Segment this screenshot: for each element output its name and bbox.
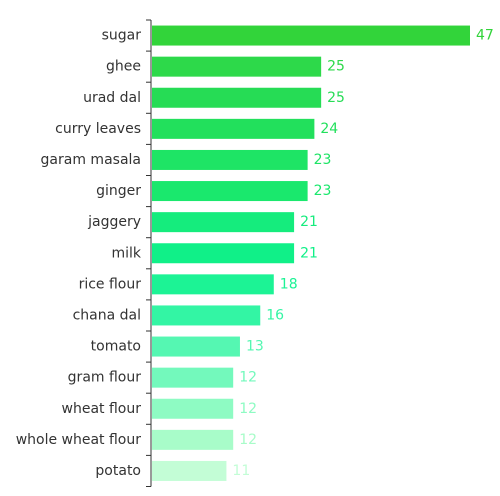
y-axis bbox=[146, 19, 152, 487]
value-label: 21 bbox=[300, 245, 318, 261]
bar-wheat-flour bbox=[152, 398, 234, 419]
category-label: rice flour bbox=[79, 276, 142, 292]
labels: sugar 47 ghee 25 urad dal 25 curry leaves 24 gar… bbox=[16, 28, 494, 479]
category-label: milk bbox=[111, 245, 141, 261]
value-label: 25 bbox=[327, 59, 345, 75]
category-label: urad dal bbox=[83, 90, 141, 106]
category-label: chana dal bbox=[73, 307, 141, 323]
bar-sugar bbox=[152, 25, 470, 46]
bar-ghee bbox=[152, 56, 322, 77]
value-label: 13 bbox=[246, 339, 264, 355]
value-label: 12 bbox=[239, 432, 257, 448]
category-label: whole wheat flour bbox=[16, 432, 142, 448]
value-label: 21 bbox=[300, 214, 318, 230]
value-label: 25 bbox=[327, 90, 345, 106]
value-label: 18 bbox=[280, 276, 298, 292]
value-label: 47 bbox=[476, 28, 494, 44]
bar-jaggery bbox=[152, 212, 295, 233]
category-label: garam masala bbox=[41, 152, 141, 168]
bar-milk bbox=[152, 243, 295, 264]
bar-potato bbox=[152, 460, 227, 481]
value-label: 11 bbox=[232, 463, 250, 479]
category-label: jaggery bbox=[87, 214, 141, 230]
value-label: 23 bbox=[314, 152, 332, 168]
category-label: ginger bbox=[96, 183, 141, 199]
bar-whole-wheat-flour bbox=[152, 429, 234, 450]
category-label: tomato bbox=[91, 339, 141, 355]
bar-garam-masala bbox=[152, 149, 308, 170]
category-label: potato bbox=[95, 463, 141, 479]
category-label: ghee bbox=[106, 59, 141, 75]
bar-urad-dal bbox=[152, 87, 322, 108]
bar-rice-flour bbox=[152, 274, 274, 295]
bar-gram-flour bbox=[152, 367, 234, 388]
bars bbox=[152, 25, 470, 481]
category-label: sugar bbox=[102, 28, 142, 44]
value-label: 16 bbox=[266, 307, 284, 323]
category-label: curry leaves bbox=[55, 121, 141, 137]
value-label: 12 bbox=[239, 370, 257, 386]
bar-chana-dal bbox=[152, 305, 261, 326]
bar-tomato bbox=[152, 336, 240, 357]
value-label: 24 bbox=[320, 121, 338, 137]
value-label: 23 bbox=[314, 183, 332, 199]
category-label: wheat flour bbox=[62, 401, 142, 417]
bar-ginger bbox=[152, 181, 308, 202]
category-label: gram flour bbox=[68, 370, 142, 386]
bar-curry-leaves bbox=[152, 118, 315, 139]
value-label: 12 bbox=[239, 401, 257, 417]
